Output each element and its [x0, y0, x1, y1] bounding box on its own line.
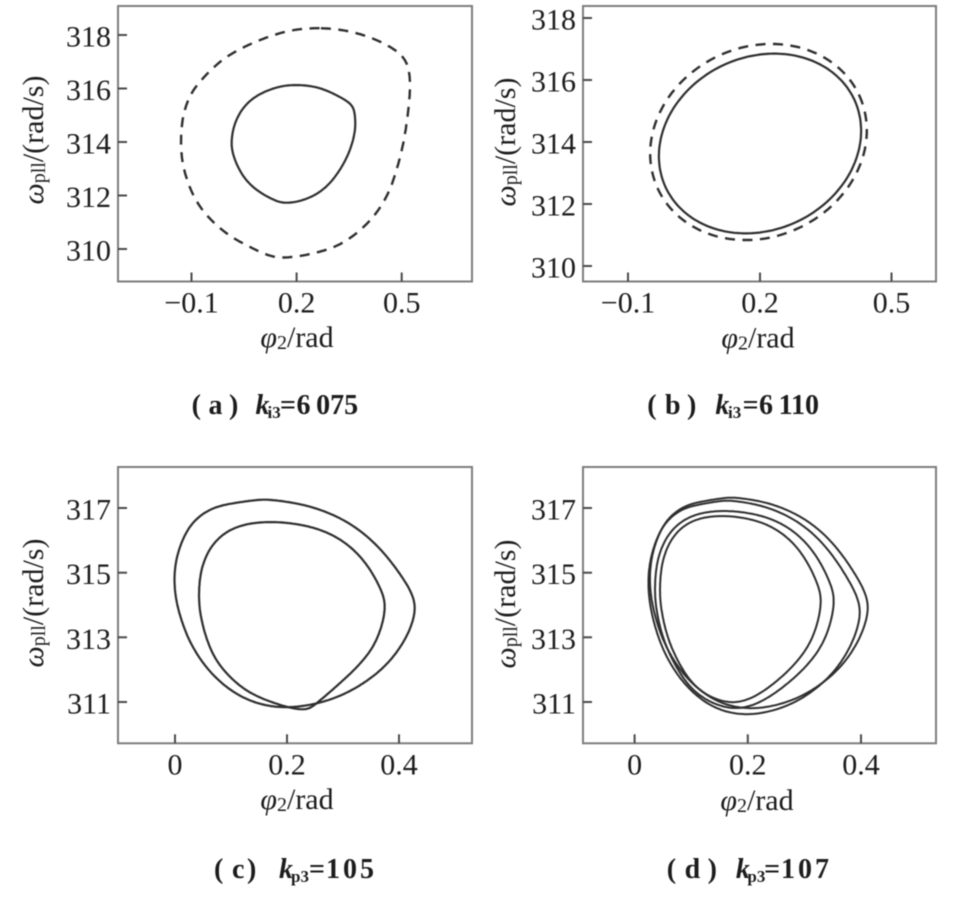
- svg-text:(b)ki3=6 110: (b) ki3=6 110: [647, 390, 819, 422]
- svg-text:0.4: 0.4: [842, 748, 880, 781]
- svg-text:311: 311: [532, 688, 576, 721]
- svg-text:0: 0: [168, 748, 183, 781]
- svg-text:311: 311: [67, 688, 111, 721]
- svg-text:0.2: 0.2: [729, 748, 767, 781]
- svg-text:314: 314: [531, 128, 576, 161]
- svg-text:312: 312: [66, 181, 111, 214]
- svg-text:312: 312: [531, 190, 576, 223]
- svg-text:310: 310: [66, 235, 111, 268]
- svg-text:0: 0: [627, 748, 642, 781]
- svg-text:0.4: 0.4: [380, 748, 418, 781]
- svg-text:318: 318: [531, 4, 576, 37]
- svg-text:0.2: 0.2: [268, 748, 306, 781]
- svg-text:315: 315: [66, 558, 111, 591]
- svg-text:ωpll/(rad/s): ωpll/(rad/s): [489, 78, 523, 207]
- svg-text:ωpll/(rad/s): ωpll/(rad/s): [489, 540, 523, 669]
- svg-text:−0.1: −0.1: [164, 287, 218, 320]
- svg-text:0.2: 0.2: [278, 287, 316, 320]
- svg-text:313: 313: [66, 623, 111, 656]
- svg-text:316: 316: [66, 74, 111, 107]
- svg-text:0.2: 0.2: [741, 287, 779, 320]
- svg-text:ωpll/(rad/s): ωpll/(rad/s): [17, 539, 51, 668]
- svg-text:315: 315: [531, 558, 576, 591]
- svg-text:0.5: 0.5: [873, 287, 911, 320]
- svg-text:ωpll/(rad/s): ωpll/(rad/s): [17, 76, 51, 205]
- svg-text:φ2/rad: φ2/rad: [721, 321, 794, 355]
- svg-text:φ2/rad: φ2/rad: [260, 783, 333, 817]
- svg-text:(c)kp3=105: (c) kp3=105: [214, 854, 377, 886]
- svg-text:(a)ki3=6 075: (a) ki3=6 075: [192, 390, 359, 422]
- svg-text:−0.1: −0.1: [601, 287, 655, 320]
- svg-text:316: 316: [531, 66, 576, 99]
- svg-text:313: 313: [531, 623, 576, 656]
- svg-text:317: 317: [66, 494, 111, 527]
- svg-text:φ2/rad: φ2/rad: [720, 784, 793, 818]
- svg-text:310: 310: [531, 252, 576, 285]
- svg-text:317: 317: [531, 494, 576, 527]
- svg-text:0.5: 0.5: [383, 287, 421, 320]
- svg-text:318: 318: [66, 21, 111, 54]
- svg-text:(d)kp3=107: (d) kp3=107: [667, 854, 832, 886]
- svg-text:φ2/rad: φ2/rad: [260, 321, 333, 355]
- svg-text:314: 314: [66, 128, 111, 161]
